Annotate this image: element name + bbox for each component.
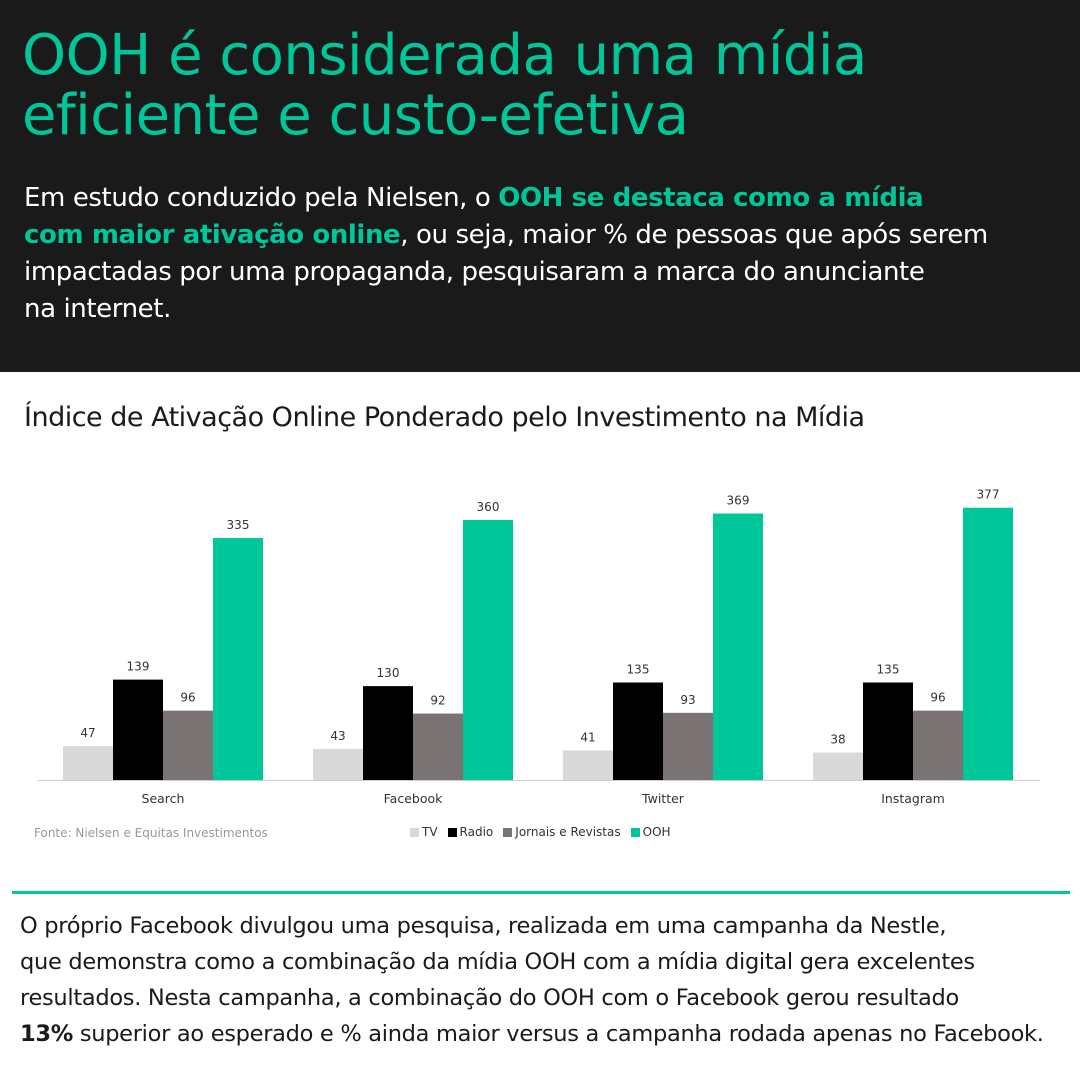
legend-label-ooh: OOH <box>642 825 671 839</box>
bar-twitter-jornais-e-revistas <box>663 712 713 780</box>
footer-line-4: superior ao esperado e % ainda maior ver… <box>72 1021 1044 1047</box>
intro-text-2: , ou seja, maior % de pessoas que após s… <box>400 220 988 250</box>
bar-instagram-jornais-e-revistas <box>913 710 963 780</box>
footer-bold-value: 13% <box>20 1021 73 1047</box>
data-label-instagram-radio: 135 <box>877 663 900 677</box>
category-label-twitter: Twitter <box>641 791 685 806</box>
section-divider <box>12 891 1070 894</box>
header-section: OOH é considerada uma mídia eficiente e … <box>0 0 1080 372</box>
page-title: OOH é considerada uma mídia eficiente e … <box>22 26 1062 146</box>
data-label-instagram-ooh: 377 <box>977 488 1000 502</box>
source-note: Fonte: Nielsen e Equitas Investimentos <box>34 826 268 840</box>
chart-legend: TV Radio Jornais e Revistas OOH <box>410 825 671 839</box>
data-label-facebook-ooh: 360 <box>477 500 500 514</box>
bar-search-ooh <box>213 538 263 780</box>
category-label-instagram: Instagram <box>881 791 945 806</box>
footer-line-1: O próprio Facebook divulgou uma pesquisa… <box>20 913 947 939</box>
category-label-facebook: Facebook <box>384 791 443 806</box>
data-label-twitter-tv: 41 <box>580 730 595 744</box>
category-label-search: Search <box>142 791 185 806</box>
footer-line-2: que demonstra como a combinação da mídia… <box>20 949 975 975</box>
legend-item-tv: TV <box>410 825 438 839</box>
data-label-twitter-radio: 135 <box>627 663 650 677</box>
legend-swatch-ooh <box>630 827 640 837</box>
bar-instagram-radio <box>863 682 913 780</box>
intro-text-3: impactadas por uma propaganda, pesquisar… <box>24 257 925 287</box>
legend-swatch-tv <box>410 827 419 837</box>
intro-paragraph: Em estudo conduzido pela Nielsen, o OOH … <box>24 180 1024 328</box>
footer-line-3: resultados. Nesta campanha, a combinação… <box>20 985 959 1011</box>
data-label-search-radio: 139 <box>127 660 150 674</box>
bar-facebook-tv <box>313 748 363 780</box>
footer-paragraph: O próprio Facebook divulgou uma pesquisa… <box>20 908 1070 1052</box>
bar-search-tv <box>63 746 113 780</box>
bar-twitter-tv <box>563 750 613 780</box>
intro-highlight-1: OOH se destaca como a mídia <box>498 183 924 213</box>
data-label-search-tv: 47 <box>80 726 95 740</box>
legend-item-ooh: OOH <box>630 825 671 839</box>
bar-facebook-radio <box>363 686 413 780</box>
bar-twitter-ooh <box>713 513 763 780</box>
bar-search-jornais-e-revistas <box>163 710 213 780</box>
data-label-search-jornais-e-revistas: 96 <box>180 691 195 705</box>
data-label-instagram-jornais-e-revistas: 96 <box>930 691 945 705</box>
data-label-facebook-tv: 43 <box>330 729 345 743</box>
bar-instagram-ooh <box>963 507 1013 780</box>
data-label-facebook-jornais-e-revistas: 92 <box>430 694 445 708</box>
intro-text-4: na internet. <box>24 294 171 324</box>
bar-twitter-radio <box>613 682 663 780</box>
bar-instagram-tv <box>813 752 863 780</box>
data-label-twitter-jornais-e-revistas: 93 <box>680 693 695 707</box>
bar-facebook-ooh <box>463 520 513 780</box>
legend-swatch-jornais-e-revistas <box>503 827 513 837</box>
legend-item-jornais-e-revistas: Jornais e Revistas <box>503 825 621 839</box>
intro-highlight-2: com maior ativação online <box>24 220 401 250</box>
data-label-search-ooh: 335 <box>227 518 250 532</box>
chart-title: Índice de Ativação Online Ponderado pelo… <box>24 402 865 433</box>
bar-chart: 47 139 96 335 Search 43 130 92 360 Facebook 41 135 9… <box>38 488 1040 806</box>
bar-search-radio <box>113 679 163 780</box>
legend-swatch-radio <box>447 827 457 837</box>
bar-facebook-jornais-e-revistas <box>413 713 463 780</box>
legend-label-tv: TV <box>422 825 438 839</box>
legend-label-radio: Radio <box>459 825 494 839</box>
legend-label-jornais-e-revistas: Jornais e Revistas <box>515 825 621 839</box>
data-label-instagram-tv: 38 <box>830 733 845 747</box>
data-label-twitter-ooh: 369 <box>727 494 750 508</box>
intro-text-1: Em estudo conduzido pela Nielsen, o <box>24 183 499 213</box>
title-line-1: OOH é considerada uma mídia <box>22 23 867 88</box>
data-label-facebook-radio: 130 <box>377 666 400 680</box>
legend-item-radio: Radio <box>447 825 494 839</box>
title-line-2: eficiente e custo-efetiva <box>22 83 689 148</box>
